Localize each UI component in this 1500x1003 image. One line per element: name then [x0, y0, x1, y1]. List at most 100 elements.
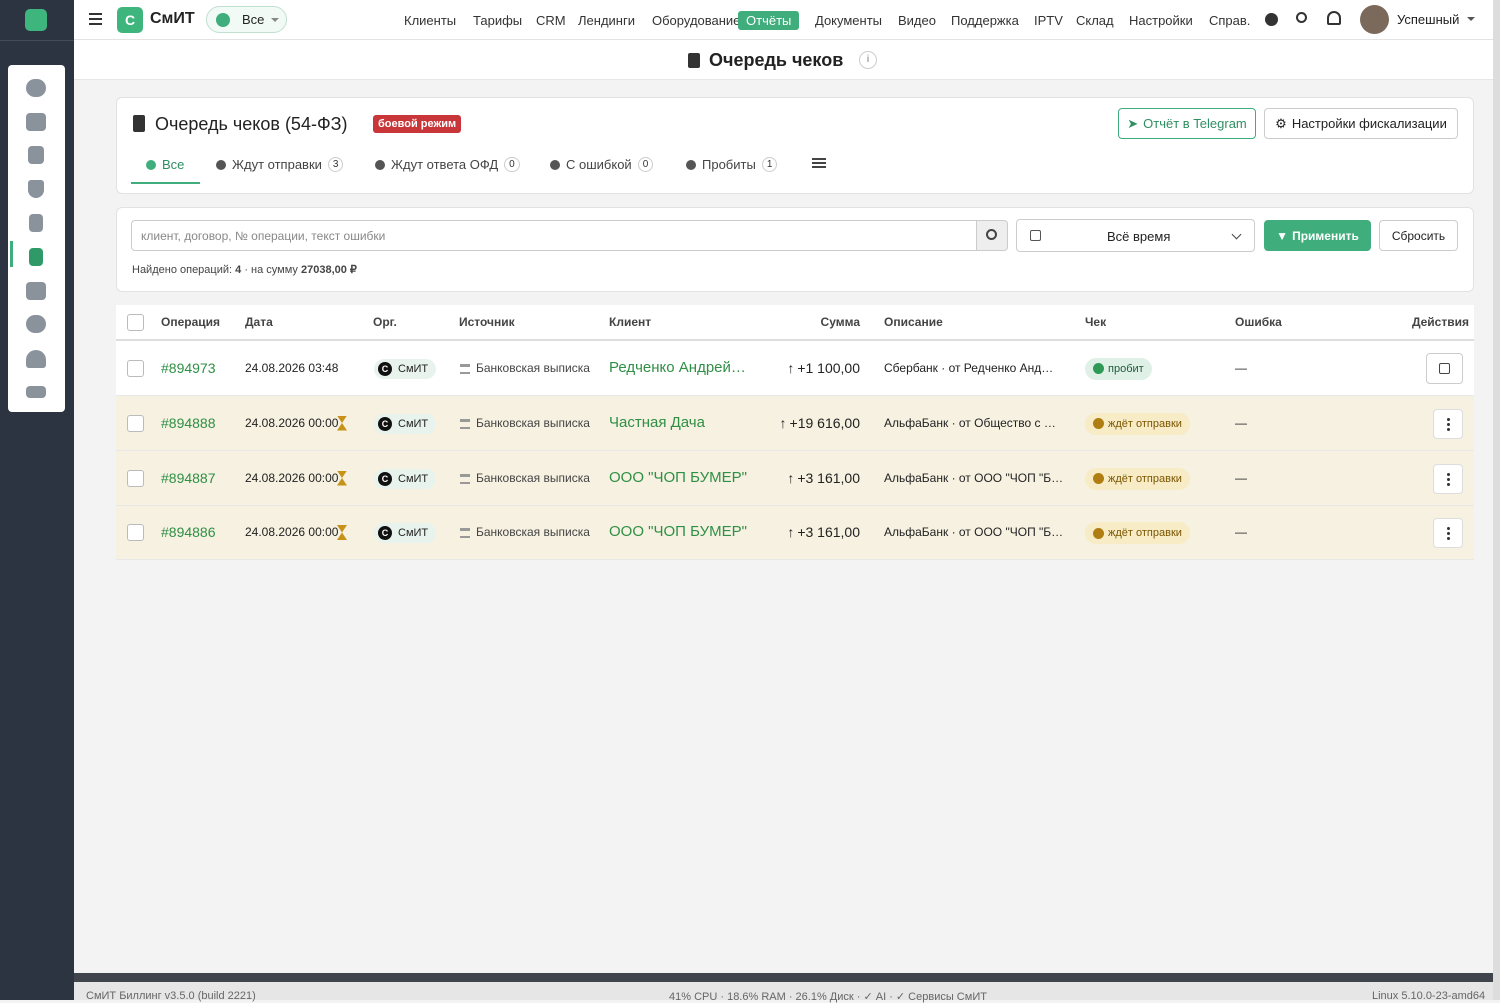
status-label: пробит	[1108, 362, 1144, 375]
menu-code[interactable]	[26, 386, 46, 398]
menu-inbox[interactable]	[26, 282, 46, 300]
user-name[interactable]: Успешный	[1397, 12, 1460, 27]
menu-invoice[interactable]	[29, 214, 43, 232]
tab[interactable]: Все	[146, 157, 184, 172]
bell-icon[interactable]	[1327, 11, 1341, 25]
check-status: ждёт отправки	[1085, 467, 1190, 490]
nav-link[interactable]: Видео	[898, 13, 936, 28]
org-name: СмИТ	[398, 362, 429, 375]
row-checkbox[interactable]	[127, 359, 144, 377]
telegram-button[interactable]: ➤ Отчёт в Telegram	[1118, 108, 1256, 139]
client-link[interactable]: ООО "ЧОП БУМЕР"	[609, 468, 747, 486]
menu-dashboard[interactable]	[26, 79, 46, 97]
menu-support[interactable]	[26, 315, 46, 333]
row-menu-button[interactable]	[1433, 408, 1463, 439]
source: Банковская выписка	[476, 525, 590, 539]
tab[interactable]: С ошибкой 0	[550, 157, 654, 172]
scope-select[interactable]: Все	[206, 6, 287, 33]
row-menu-button[interactable]	[1433, 463, 1463, 494]
error: —	[1235, 415, 1247, 430]
reset-button[interactable]: Сбросить	[1379, 220, 1458, 251]
sidebar-logo[interactable]	[25, 9, 47, 31]
search-input[interactable]: клиент, договор, № операции, текст ошибк…	[131, 220, 977, 251]
brand-name[interactable]: СмИТ	[150, 10, 195, 27]
select-all[interactable]	[127, 314, 144, 331]
nav-link[interactable]: Склад	[1076, 13, 1114, 28]
search-icon[interactable]	[1296, 12, 1307, 23]
row-checkbox[interactable]	[127, 414, 144, 432]
org-icon: С	[378, 526, 392, 540]
nav-link[interactable]: Клиенты	[404, 13, 457, 28]
tab-label: Ждут отправки	[232, 157, 322, 172]
card-icon	[133, 115, 145, 132]
nav-link[interactable]: Оборудование	[652, 13, 741, 28]
row-checkbox[interactable]	[127, 469, 144, 487]
footer-os: Linux 5.10.0-23-amd64	[1372, 990, 1486, 1002]
tab-icon	[216, 159, 226, 170]
tab-settings[interactable]	[812, 158, 826, 160]
nav-link[interactable]: Тарифы	[473, 13, 523, 28]
nav-link[interactable]: Настройки	[1129, 13, 1193, 28]
operation-link[interactable]: #894886	[161, 524, 216, 540]
nav-link[interactable]: Поддержка	[951, 13, 1019, 28]
nav-link[interactable]: Лендинги	[578, 13, 635, 28]
user-caret[interactable]	[1467, 17, 1475, 25]
status-icon	[1093, 473, 1104, 484]
operation-link[interactable]: #894887	[161, 469, 216, 486]
nav-link[interactable]: CRM	[536, 13, 566, 28]
search-button[interactable]	[976, 220, 1008, 251]
check-status: ждёт отправки	[1085, 522, 1190, 544]
bank-icon	[460, 418, 470, 429]
apply-button[interactable]: ▼ Применить	[1264, 220, 1371, 251]
menu-toggle[interactable]	[89, 13, 102, 15]
menu-active-bar	[10, 241, 13, 267]
period-select[interactable]: Всё время	[1016, 219, 1255, 252]
status-icon	[1093, 527, 1104, 539]
nav-link[interactable]: Отчёты	[738, 11, 800, 30]
arrow-up-icon: ↑	[787, 469, 795, 486]
source: Банковская выписка	[476, 470, 590, 485]
help-icon[interactable]	[1265, 13, 1278, 26]
menu-book[interactable]	[28, 146, 44, 164]
source: Банковская выписка	[476, 415, 590, 430]
row-checkbox[interactable]	[127, 524, 144, 541]
sum-value: +3 161,00	[797, 524, 860, 540]
table-row: #894887 24.08.2026 00:00 С СмИТ Банковская в…	[116, 451, 1474, 506]
menu-shield[interactable]	[28, 180, 44, 198]
operation-link[interactable]: #894888	[161, 414, 216, 431]
reset-label: Сбросить	[1391, 228, 1446, 243]
arrow-up-icon: ↑	[787, 359, 795, 376]
nav-link[interactable]: Справ.	[1209, 13, 1251, 28]
client-link[interactable]: Частная Дача	[609, 413, 705, 431]
column-header: Орг.	[373, 315, 397, 329]
client-link[interactable]: Редченко Андрей…	[609, 358, 746, 376]
org-name: СмИТ	[398, 527, 429, 539]
open-button[interactable]	[1426, 352, 1463, 384]
description: АльфаБанк · от Общество с …	[884, 415, 1056, 430]
tab-label: Все	[162, 157, 185, 172]
menu-users[interactable]	[26, 350, 46, 368]
menu-receipts[interactable]	[29, 248, 43, 266]
period-caret	[1231, 229, 1242, 240]
row-menu-button[interactable]	[1433, 518, 1463, 548]
column-header: Действия	[1411, 315, 1469, 329]
pending-icon	[337, 415, 347, 431]
table-header	[116, 305, 1474, 341]
operation-link[interactable]: #894973	[161, 359, 216, 376]
tab-icon	[686, 159, 696, 170]
tab[interactable]: Ждут ответа ОФД 0	[375, 157, 520, 172]
column-header: Описание	[884, 315, 943, 329]
bank-icon	[460, 473, 470, 484]
menu-robot[interactable]	[26, 113, 46, 131]
nav-link[interactable]: IPTV	[1034, 13, 1063, 28]
nav-link[interactable]: Документы	[815, 13, 883, 28]
tab-label: Пробиты	[702, 157, 756, 172]
sum-label: · на сумму	[244, 264, 298, 276]
info-button[interactable]: i	[859, 51, 877, 69]
avatar[interactable]	[1360, 5, 1389, 34]
settings-button[interactable]: ⚙ Настройки фискализации	[1264, 108, 1458, 139]
summary: Найдено операций: 4 · на сумму 27038,00 …	[132, 263, 357, 276]
client-link[interactable]: ООО "ЧОП БУМЕР"	[609, 523, 747, 540]
tab[interactable]: Ждут отправки 3	[216, 157, 344, 172]
tab[interactable]: Пробиты 1	[686, 157, 778, 172]
